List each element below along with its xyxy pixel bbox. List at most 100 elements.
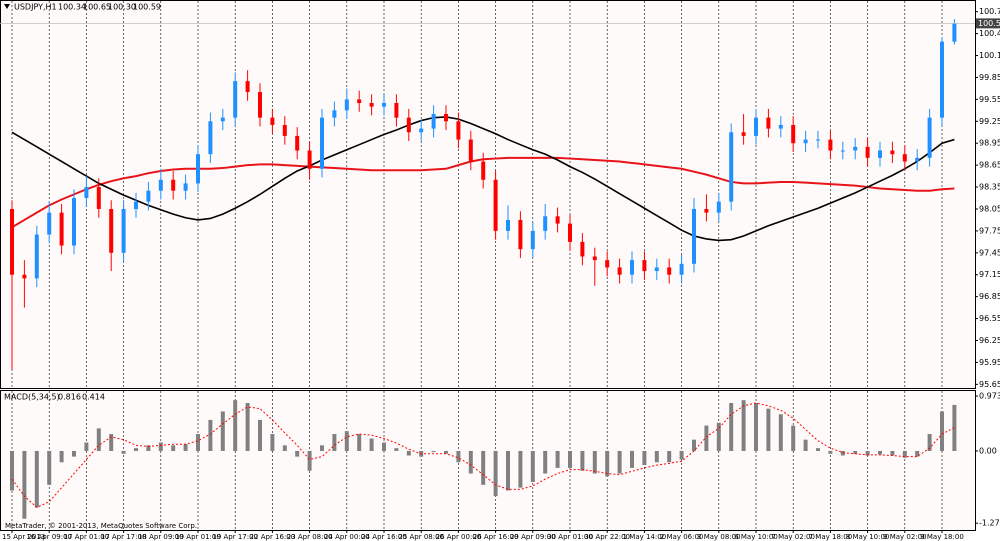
y-tick-label: 96.25 [979, 336, 1000, 345]
candle-body [233, 81, 238, 118]
candle-body [34, 234, 39, 279]
header-arrow [4, 4, 10, 9]
candle-body [96, 187, 101, 209]
x-tick-label: 30 Apr 22:00 [584, 533, 630, 541]
macd-bar [940, 411, 944, 451]
candle-body [642, 260, 647, 272]
macd-bar [902, 450, 907, 458]
macd-bar [270, 434, 275, 451]
x-tick-label: 8 May 10:00 [846, 533, 890, 541]
x-tick-label: 26 Apr 16:00 [473, 533, 519, 541]
macd-bar [233, 400, 238, 451]
y-tick-label: 97.15 [979, 270, 1000, 279]
x-tick-label: 29 Apr 09:00 [510, 533, 556, 541]
macd-bar [828, 450, 833, 454]
y-tick-label: 95.95 [979, 358, 1000, 367]
macd-bar [22, 450, 27, 519]
x-tick-label: 17 Apr 17:00 [101, 533, 147, 541]
x-tick-label: 9 May 02:00 [883, 533, 927, 541]
macd-bar [444, 450, 448, 454]
candle-body [431, 113, 436, 129]
macd-bar [431, 450, 436, 453]
macd-bar [518, 450, 523, 488]
candle-body [667, 267, 672, 275]
candle-body [518, 219, 523, 250]
macd-bar [382, 442, 386, 451]
candle-body [840, 150, 845, 152]
candle-body [258, 92, 262, 118]
candle-body [592, 256, 597, 261]
ohlc-label: 100.30 [108, 3, 136, 12]
macd-bar [530, 450, 535, 483]
candle-body [208, 121, 213, 155]
macd-bar [754, 402, 758, 451]
macd-bar [840, 450, 845, 456]
y-tick-label: -1.279 [979, 519, 1000, 528]
candle-body [394, 103, 399, 118]
candle-body [692, 208, 696, 264]
macd-bar [927, 434, 932, 451]
macd-bar [208, 419, 213, 451]
candle-body [47, 212, 52, 235]
symbol-title: USDJPY,H1 [14, 3, 57, 12]
candle-body [493, 179, 498, 231]
current-price-box [976, 18, 1000, 29]
candle-body [654, 267, 659, 272]
moving-average [11, 116, 955, 242]
macd-bar [654, 450, 659, 463]
candle-body [679, 263, 684, 275]
y-tick-label: 100.75 [979, 7, 1000, 16]
candle-body [295, 135, 300, 151]
x-tick-label: 22 Apr 16:00 [250, 533, 296, 541]
candle-body [10, 208, 14, 275]
macd-bar [952, 404, 957, 451]
macd-bar [716, 422, 721, 451]
candle-body [543, 216, 548, 231]
y-tick-label: 98.65 [979, 161, 1000, 170]
x-tick-label: 30 Apr 01:00 [547, 533, 593, 541]
ohlc-label: 100.65 [83, 3, 111, 12]
macd-bar [853, 450, 858, 454]
y-tick-label: 100.45 [979, 29, 1000, 38]
candle-body [121, 208, 126, 253]
candle-body [419, 128, 424, 133]
candle-body [320, 117, 324, 169]
macd-bar [865, 450, 870, 456]
y-tick-label: 99.85 [979, 73, 1000, 82]
macd-bar [146, 445, 151, 451]
candle-body [369, 103, 374, 107]
macd-bar [307, 450, 312, 471]
candle-body [357, 99, 362, 104]
y-tick-label: 96.55 [979, 314, 1000, 323]
y-tick-label: 98.35 [979, 183, 1000, 192]
macd-bar [816, 448, 820, 451]
candle-body [704, 208, 709, 213]
candle-body [915, 157, 920, 162]
candle-body [146, 190, 151, 202]
price-panel [0, 0, 976, 389]
macd-bar [741, 400, 746, 451]
candle-body [952, 23, 957, 42]
macd-bar [72, 450, 76, 457]
macd-bar [555, 450, 560, 468]
macd-bar [357, 434, 362, 451]
x-tick-label: 25 Apr 08:00 [398, 533, 444, 541]
macd-bar [369, 438, 374, 451]
candle-body [481, 161, 486, 180]
candle-body [828, 139, 833, 151]
candle-body [406, 117, 411, 133]
macd-bar [592, 450, 597, 474]
candle-body [890, 150, 895, 155]
candle-body [72, 198, 76, 246]
macd-bar [258, 419, 262, 451]
candle-body [444, 113, 448, 122]
ohlc-label: 100.59 [133, 3, 161, 12]
candle-body [878, 150, 882, 158]
macd-bar [320, 445, 324, 451]
macd-bar [84, 442, 89, 451]
candle-body [468, 139, 473, 162]
candle-body [580, 241, 585, 257]
candle-body [778, 124, 783, 129]
candle-body [282, 124, 287, 136]
